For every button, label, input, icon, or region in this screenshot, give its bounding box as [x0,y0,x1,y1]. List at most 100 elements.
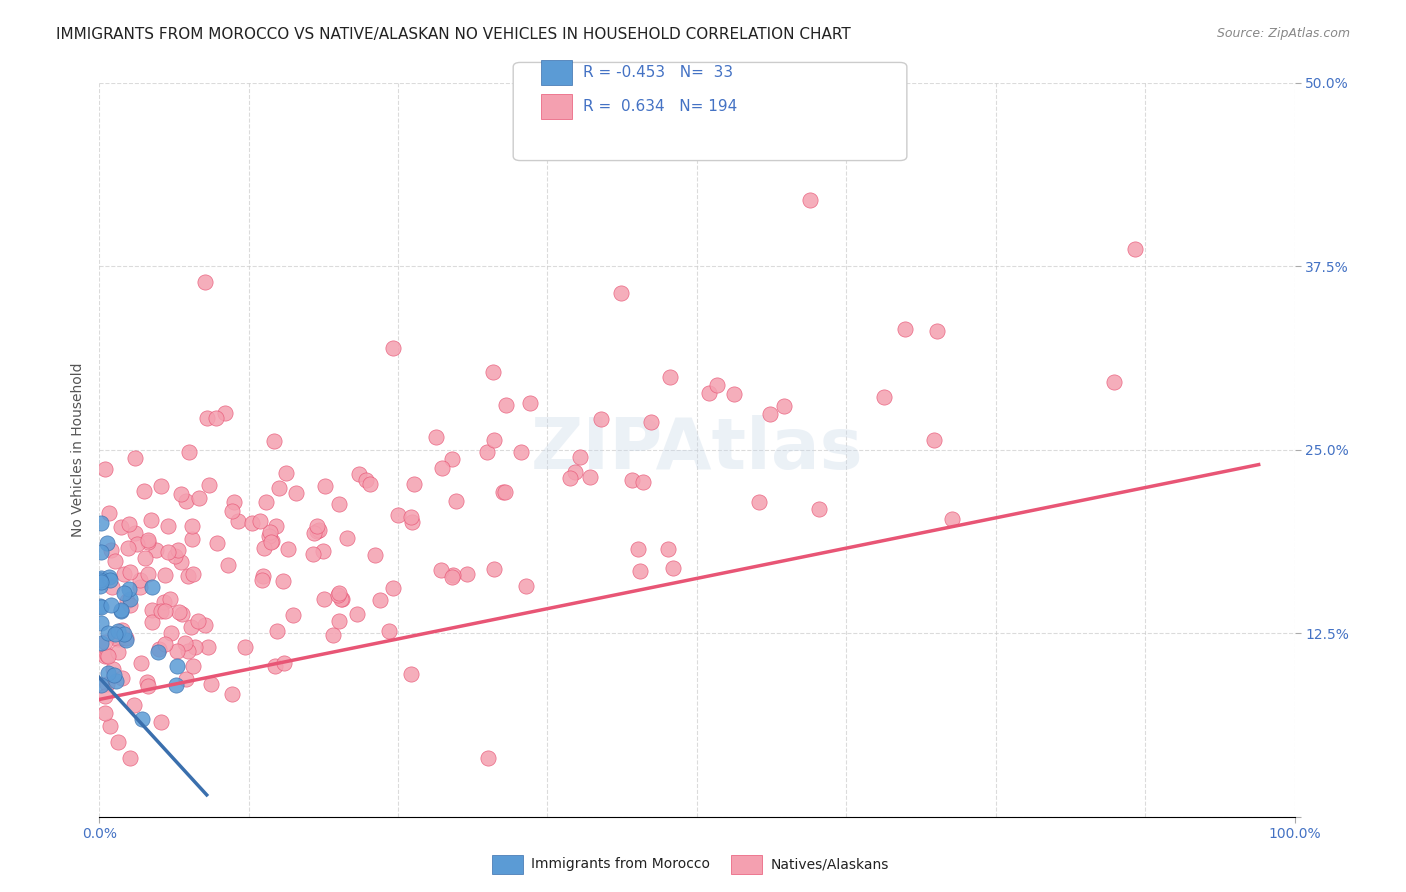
Point [285,485,308,500]
Point [128,573,150,587]
Point [269,481,291,495]
Point [103,662,125,676]
Point [382,581,405,595]
Point [205,536,228,550]
Point [90,571,112,585]
Point [174,494,197,508]
Point [277,542,299,557]
Point [387,508,409,523]
Point [177,644,200,658]
Point [440,452,463,467]
Point [174,672,197,686]
Point [894,322,917,336]
Point [105,673,128,688]
Point [312,544,335,558]
Point [148,642,170,657]
Point [195,410,218,425]
Point [368,593,391,607]
Point [221,687,243,701]
Point [141,580,163,594]
Point [328,615,350,629]
Point [94,462,117,476]
Point [90,615,112,630]
Point [107,645,129,659]
Point [97,648,120,663]
Point [301,547,323,561]
Point [89,599,111,614]
Point [112,627,135,641]
Point [807,502,830,516]
Point [564,465,586,479]
Point [492,485,515,500]
Point [657,542,679,557]
Point [621,473,644,487]
Point [723,387,745,401]
Point [170,607,193,622]
Point [610,286,633,301]
Point [257,529,280,543]
Point [97,665,120,680]
Point [925,324,948,338]
Point [922,433,945,447]
Point [128,580,150,594]
Text: R = -0.453   N=  33: R = -0.453 N= 33 [583,65,734,79]
Point [224,495,246,509]
Point [180,620,202,634]
Point [115,631,138,645]
Point [873,390,896,404]
Point [444,493,467,508]
Point [129,656,152,670]
Point [90,678,112,692]
Point [107,632,129,646]
Point [197,478,219,492]
Point [149,479,172,493]
Point [250,573,273,587]
Point [124,525,146,540]
Point [155,637,177,651]
Point [260,535,283,549]
Point [100,574,122,588]
Point [568,450,591,465]
Point [124,698,146,713]
Point [115,593,138,607]
Point [252,569,274,583]
Point [166,659,188,673]
Point [589,412,612,426]
Point [166,644,188,658]
Text: Immigrants from Morocco: Immigrants from Morocco [531,857,710,871]
Point [772,399,794,413]
Point [662,561,685,575]
Point [659,370,682,384]
Point [96,648,118,662]
Point [153,594,176,608]
Point [346,607,368,621]
Point [194,275,217,289]
Point [359,477,381,491]
Point [430,461,453,475]
Point [631,475,654,490]
Point [138,679,160,693]
Point [941,512,963,526]
Point [111,623,134,637]
Point [630,564,652,578]
Point [90,636,112,650]
Point [254,495,277,509]
Point [118,582,141,597]
Point [482,562,505,576]
Point [117,516,139,531]
Point [94,635,117,649]
Point [170,555,193,569]
Point [184,640,207,655]
Point [173,636,195,650]
Point [98,506,121,520]
Point [328,588,350,602]
Point [402,476,425,491]
Point [799,194,821,208]
Point [217,558,239,572]
Point [181,532,204,546]
Point [110,603,132,617]
Point [240,516,263,531]
Point [141,615,163,630]
Point [578,470,600,484]
Point [100,543,122,558]
